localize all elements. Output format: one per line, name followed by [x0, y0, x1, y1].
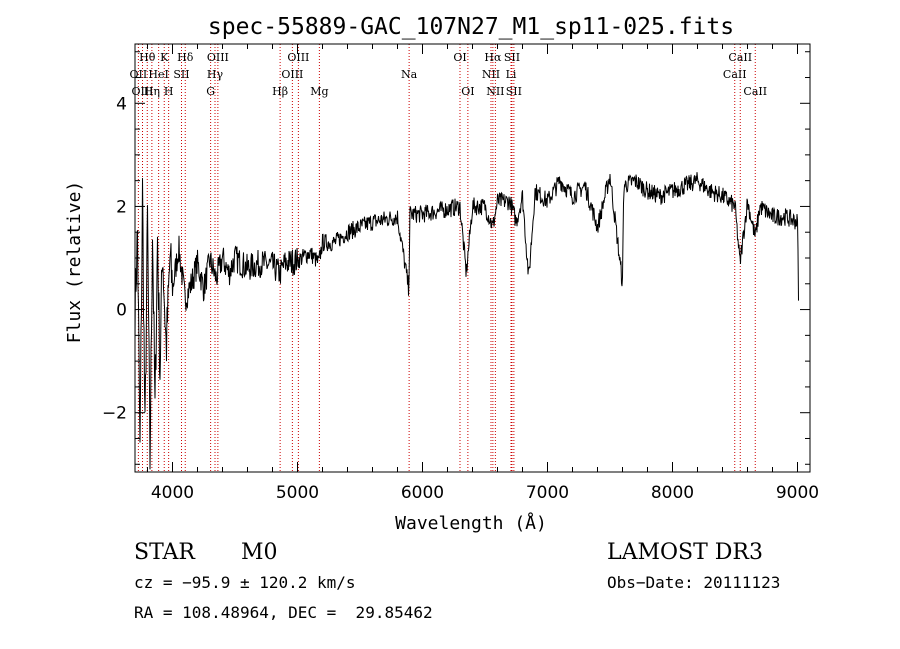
- x-tick-label: 4000: [151, 483, 194, 503]
- spectral-line-labels: Hθ OII OIII K HeI Hη Hδ SII H OIII Hγ G OIII OIII Hβ Mg…: [130, 51, 768, 98]
- y-axis-label: Flux (relative): [64, 181, 85, 344]
- y-tick-label: 4: [116, 94, 127, 114]
- y-tick-label: 0: [116, 301, 127, 321]
- y-tick-labels: −2 0 2 4: [102, 94, 127, 423]
- line-label-CaII: CaII: [723, 68, 747, 81]
- x-tick-label: 7000: [526, 483, 569, 503]
- axis-ticks: [135, 44, 810, 472]
- x-axis-label: Wavelength (Å): [395, 512, 547, 534]
- line-label-SII: SII: [506, 85, 522, 98]
- line-label-CaII: CaII: [743, 85, 767, 98]
- line-label-Mg: Mg: [310, 85, 328, 98]
- line-label-HeI: HeI: [148, 68, 168, 81]
- line-label-NII: NII: [482, 68, 500, 81]
- line-label-Hθ: Hθ: [139, 51, 156, 64]
- redshift-velocity: cz = −95.9 ± 120.2 km/s: [134, 573, 356, 592]
- line-label-OIII: OIII: [131, 85, 153, 98]
- line-label-OIII: OIII: [207, 51, 229, 64]
- x-tick-label: 6000: [401, 483, 444, 503]
- line-label-Hδ: Hδ: [177, 51, 194, 64]
- line-label-Hη: Hη: [144, 85, 160, 98]
- spectral-line-markers: [137, 44, 756, 472]
- x-tick-label: 9000: [776, 483, 819, 503]
- line-label-Hγ: Hγ: [207, 68, 224, 81]
- line-label-H: H: [164, 85, 174, 98]
- object-class: STAR: [134, 540, 195, 565]
- line-label-CaII: CaII: [728, 51, 752, 64]
- plot-frame: [134, 43, 811, 473]
- object-subclass: M0: [241, 540, 278, 565]
- line-label-OI: OI: [453, 51, 466, 64]
- line-label-Na: Na: [401, 68, 418, 81]
- line-label-OI: OI: [461, 85, 474, 98]
- line-label-SII: SII: [504, 51, 520, 64]
- observation-date: Obs−Date: 20111123: [607, 573, 781, 592]
- x-tick-label: 5000: [276, 483, 319, 503]
- line-label-SII: SII: [173, 68, 189, 81]
- line-label-OII: OII: [130, 68, 148, 81]
- coordinates: RA = 108.48964, DEC = 29.85462: [134, 603, 433, 622]
- x-tick-label: 8000: [651, 483, 694, 503]
- line-label-Li: Li: [506, 68, 517, 81]
- line-label-NII: NII: [486, 85, 504, 98]
- x-tick-labels: 4000 5000 6000 7000 8000 9000: [151, 483, 819, 503]
- line-label-K: K: [160, 51, 169, 64]
- line-label-Hα: Hα: [484, 51, 502, 64]
- line-label-Hβ: Hβ: [272, 85, 288, 98]
- y-tick-label: −2: [102, 404, 127, 424]
- spectrum-line: [134, 172, 799, 470]
- chart-title: spec-55889-GAC_107N27_M1_sp11-025.fits: [208, 14, 734, 40]
- y-tick-label: 2: [116, 197, 127, 217]
- line-label-OIII: OIII: [287, 51, 309, 64]
- survey-name: LAMOST DR3: [607, 540, 763, 565]
- line-label-OIII: OIII: [281, 68, 303, 81]
- line-label-G: G: [206, 85, 215, 98]
